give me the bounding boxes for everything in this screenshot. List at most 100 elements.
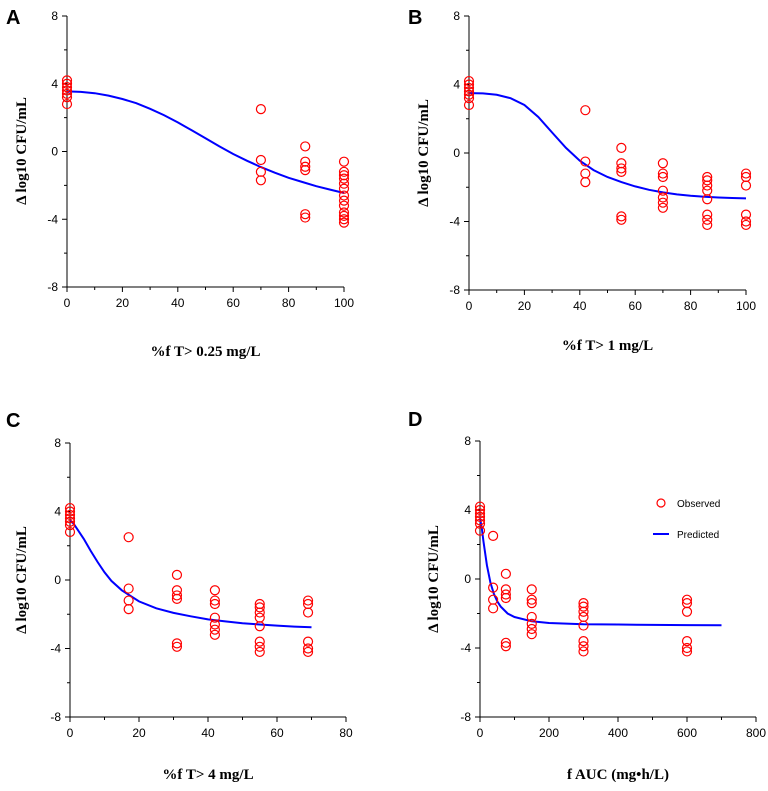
- x-axis-title: %f T> 0.25 mg/L: [151, 344, 261, 360]
- observed-point: [702, 175, 713, 186]
- observed-point: [580, 105, 591, 116]
- observed-point: [463, 99, 475, 111]
- x-tick-label: 0: [64, 296, 71, 310]
- x-tick-label: 20: [518, 299, 532, 313]
- observed-point: [500, 637, 511, 648]
- observed-point: [171, 641, 183, 652]
- observed-point: [702, 219, 713, 231]
- observed-point: [209, 629, 220, 640]
- y-tick-label: -8: [50, 710, 61, 724]
- observed-point: [171, 638, 183, 649]
- observed-point: [209, 612, 220, 623]
- y-tick-label: -8: [47, 280, 58, 294]
- observed-point: [474, 511, 486, 523]
- observed-point: [616, 163, 627, 174]
- observed-point: [209, 598, 220, 610]
- observed-point: [500, 589, 511, 600]
- observed-point: [488, 530, 499, 541]
- x-tick-label: 0: [67, 726, 74, 740]
- observed-point: [64, 516, 76, 527]
- observed-point: [302, 636, 314, 647]
- observed-point: [580, 177, 591, 188]
- observed-point: [64, 526, 76, 538]
- y-tick-label: -8: [449, 283, 460, 297]
- observed-point: [463, 86, 475, 97]
- observed-point: [300, 161, 311, 172]
- x-tick-label: 80: [339, 726, 353, 740]
- observed-point: [474, 525, 486, 536]
- observed-point: [209, 595, 220, 606]
- observed-point: [338, 200, 350, 211]
- observed-point: [338, 183, 350, 194]
- observed-point: [338, 195, 350, 206]
- observed-point: [61, 98, 73, 110]
- observed-point: [657, 192, 669, 203]
- observed-point: [61, 92, 73, 103]
- observed-point: [526, 611, 537, 623]
- observed-point: [740, 168, 752, 179]
- observed-point: [702, 209, 713, 220]
- observed-point: [681, 642, 693, 654]
- observed-point: [681, 594, 693, 605]
- observed-point: [474, 508, 486, 519]
- observed-point: [740, 216, 752, 227]
- observed-point: [657, 171, 669, 183]
- observed-point: [64, 513, 76, 524]
- observed-point: [338, 156, 350, 167]
- observed-point: [302, 607, 314, 618]
- x-tick-label: 20: [132, 726, 146, 740]
- y-tick-label: -4: [449, 215, 460, 229]
- observed-point: [616, 142, 627, 153]
- y-tick-label: 4: [51, 77, 58, 91]
- observed-point: [254, 621, 265, 632]
- predicted-curve: [479, 518, 722, 627]
- observed-point: [254, 602, 265, 613]
- observed-point: [657, 185, 669, 196]
- observed-point: [123, 532, 134, 543]
- x-axis-title: %f T> 4 mg/L: [162, 767, 253, 783]
- y-axis-title: Δ log10 CFU/mL: [14, 97, 30, 205]
- observed-point: [578, 606, 589, 617]
- observed-point: [64, 502, 76, 514]
- observed-point: [500, 641, 511, 652]
- x-tick-label: 200: [539, 726, 559, 740]
- observed-point: [500, 584, 511, 595]
- observed-point: [338, 173, 350, 184]
- observed-point: [123, 604, 134, 615]
- y-tick-label: -4: [460, 641, 471, 655]
- observed-point: [255, 154, 266, 166]
- panel-letter: B: [408, 7, 422, 29]
- observed-point: [657, 202, 669, 213]
- observed-point: [463, 75, 475, 87]
- panel-letter: D: [408, 409, 422, 431]
- observed-point: [300, 141, 311, 152]
- x-tick-label: 80: [684, 299, 698, 313]
- observed-point: [302, 595, 314, 606]
- y-tick-label: -4: [50, 642, 61, 656]
- observed-point: [61, 75, 73, 86]
- observed-point: [171, 569, 183, 580]
- observed-point: [302, 646, 314, 658]
- observed-point: [463, 89, 475, 100]
- x-tick-label: 600: [677, 726, 697, 740]
- y-tick-label: 8: [51, 9, 58, 23]
- x-tick-label: 40: [171, 296, 185, 310]
- observed-point: [64, 506, 76, 517]
- y-axis-title: Δ log10 CFU/mL: [416, 99, 432, 207]
- observed-point: [300, 209, 311, 220]
- observed-point: [580, 168, 591, 179]
- y-tick-label: 8: [453, 9, 460, 23]
- observed-point: [254, 607, 265, 618]
- observed-point: [209, 619, 220, 630]
- observed-point: [338, 217, 350, 228]
- x-tick-label: 80: [282, 296, 296, 310]
- observed-point: [255, 104, 266, 115]
- x-tick-label: 40: [201, 726, 215, 740]
- observed-point: [171, 585, 183, 596]
- observed-point: [526, 584, 537, 595]
- observed-point: [474, 501, 486, 512]
- legend: Observed Predicted: [653, 498, 720, 541]
